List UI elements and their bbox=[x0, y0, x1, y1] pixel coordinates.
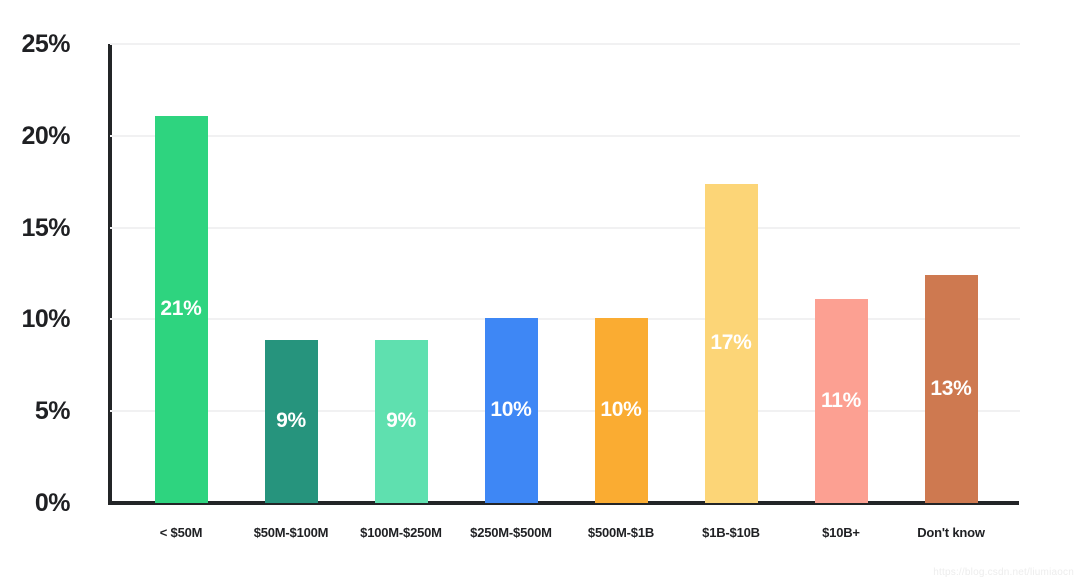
gridline bbox=[110, 226, 1020, 229]
y-tick-label: 15% bbox=[21, 213, 70, 242]
bar-value-label: 10% bbox=[600, 398, 642, 422]
gridline bbox=[110, 318, 1020, 321]
x-axis-line bbox=[108, 501, 1019, 505]
x-tick-label: Don't know bbox=[917, 525, 985, 540]
bar: 21% bbox=[154, 115, 208, 503]
y-tick-label: 0% bbox=[34, 489, 71, 517]
watermark: https://blog.csdn.net/liumiaocn bbox=[933, 567, 1074, 578]
y-tick-label: 20% bbox=[21, 121, 70, 150]
y-axis-line bbox=[108, 44, 112, 505]
bar-value-label: 10% bbox=[490, 398, 532, 422]
bar-value-label: 13% bbox=[930, 377, 972, 401]
bar: 9% bbox=[374, 339, 428, 503]
x-tick-label: $10B+ bbox=[822, 525, 860, 540]
y-tick-label: 25% bbox=[21, 30, 70, 58]
gridline bbox=[110, 134, 1020, 137]
x-tick-label: $500M-$1B bbox=[587, 525, 655, 540]
bar: 11% bbox=[814, 299, 868, 503]
y-tick-label: 5% bbox=[34, 397, 71, 426]
gridline bbox=[110, 43, 1020, 45]
gridline bbox=[110, 410, 1020, 413]
bar-value-label: 11% bbox=[821, 389, 861, 413]
x-tick-label: $250M-$500M bbox=[470, 525, 552, 540]
bar-value-label: 17% bbox=[710, 331, 752, 355]
x-tick-label: $1B-$10B bbox=[702, 525, 760, 540]
bar: 10% bbox=[484, 317, 538, 503]
x-tick-label: $50M-$100M bbox=[253, 525, 329, 540]
x-tick-label: < $50M bbox=[159, 525, 203, 540]
bar: 9% bbox=[264, 339, 318, 503]
plot-area: 21% 9% 9% 10% 10% 17% 11% 13% bbox=[110, 43, 1020, 503]
bar-value-label: 9% bbox=[386, 409, 416, 433]
bar: 13% bbox=[924, 275, 978, 503]
y-tick-label: 10% bbox=[21, 305, 70, 334]
x-tick-label: $100M-$250M bbox=[360, 525, 442, 540]
bar: 10% bbox=[594, 317, 648, 503]
bar-value-label: 9% bbox=[276, 409, 306, 433]
bar-value-label: 21% bbox=[160, 297, 202, 321]
bar: 17% bbox=[704, 183, 758, 503]
